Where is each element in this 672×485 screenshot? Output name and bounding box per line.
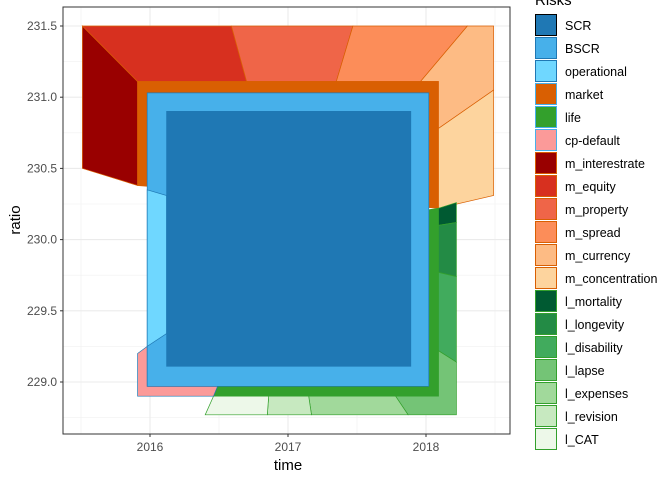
legend-label: SCR — [565, 19, 591, 33]
polygon-SCR — [166, 111, 412, 367]
legend-item-m_interestrate: m_interestrate — [535, 152, 645, 174]
legend-label: l_CAT — [565, 433, 599, 447]
legend-item-m_concentration: m_concentration — [535, 267, 657, 289]
legend: Risks SCR BSCR operational market life cp-def… — [535, 0, 657, 450]
y-tick-label: 230.0 — [27, 233, 57, 247]
legend-item-l_CAT: l_CAT — [535, 428, 599, 450]
legend-key — [535, 14, 557, 36]
x-axis: 2016 2017 2018 — [137, 434, 440, 454]
legend-key — [535, 106, 557, 128]
panel-border — [62, 6, 511, 435]
legend-item-life: life — [535, 106, 581, 128]
legend-key — [535, 60, 557, 82]
legend-item-m_equity: m_equity — [535, 175, 616, 197]
legend-label: BSCR — [565, 42, 600, 56]
legend-key — [535, 382, 557, 404]
legend-label: l_mortality — [565, 295, 623, 309]
legend-key — [535, 267, 557, 289]
legend-item-l_disability: l_disability — [535, 336, 623, 358]
legend-label: m_property — [565, 203, 629, 217]
legend-label: l_expenses — [565, 387, 628, 401]
polygons — [81, 25, 494, 416]
legend-item-market: market — [535, 83, 604, 105]
polygon-l_disability — [438, 271, 457, 363]
legend-key — [535, 83, 557, 105]
legend-key — [535, 175, 557, 197]
legend-key — [535, 405, 557, 427]
y-tick-label: 230.5 — [27, 161, 57, 175]
legend-key — [535, 428, 557, 450]
legend-label: l_lapse — [565, 364, 605, 378]
legend-key — [535, 336, 557, 358]
legend-label: m_interestrate — [565, 157, 645, 171]
y-tick-label: 231.5 — [27, 19, 57, 33]
polygon-l_CAT — [204, 395, 270, 416]
legend-item-m_currency: m_currency — [535, 244, 631, 266]
polygon-l_revision — [266, 395, 312, 416]
polygon-l_longevity — [438, 222, 457, 278]
legend-item-cp-default: cp-default — [535, 129, 620, 151]
polygon-l_expenses — [308, 395, 409, 416]
legend-key — [535, 129, 557, 151]
legend-label: life — [565, 111, 581, 125]
legend-item-SCR: SCR — [535, 14, 591, 36]
legend-key — [535, 244, 557, 266]
legend-item-l_longevity: l_longevity — [535, 313, 625, 335]
polygon-m_property — [230, 25, 354, 82]
legend-label: l_revision — [565, 410, 618, 424]
y-axis: 229.0 229.5 230.0 230.5 231.0 231.5 — [27, 19, 63, 389]
y-tick-label: 229.0 — [27, 375, 57, 389]
legend-label: m_concentration — [565, 272, 657, 286]
legend-label: m_currency — [565, 249, 631, 263]
legend-item-BSCR: BSCR — [535, 37, 600, 59]
polygon-operational — [146, 189, 167, 348]
y-axis-title: ratio — [7, 205, 24, 234]
x-tick-label: 2017 — [275, 440, 302, 454]
legend-key — [535, 359, 557, 381]
legend-key — [535, 37, 557, 59]
legend-item-m_spread: m_spread — [535, 221, 621, 243]
legend-item-m_property: m_property — [535, 198, 629, 220]
legend-item-operational: operational — [535, 60, 627, 82]
legend-item-l_expenses: l_expenses — [535, 382, 628, 404]
legend-title: Risks — [535, 0, 572, 9]
legend-label: cp-default — [565, 134, 620, 148]
legend-label: m_equity — [565, 180, 616, 194]
legend-key — [535, 221, 557, 243]
x-tick-label: 2016 — [137, 440, 164, 454]
legend-label: m_spread — [565, 226, 621, 240]
legend-label: market — [565, 88, 604, 102]
legend-key — [535, 290, 557, 312]
legend-key — [535, 313, 557, 335]
legend-item-l_revision: l_revision — [535, 405, 618, 427]
legend-label: l_disability — [565, 341, 623, 355]
x-tick-label: 2018 — [413, 440, 440, 454]
y-tick-label: 229.5 — [27, 304, 57, 318]
legend-item-l_lapse: l_lapse — [535, 359, 605, 381]
legend-item-l_mortality: l_mortality — [535, 290, 623, 312]
legend-key — [535, 152, 557, 174]
legend-label: l_longevity — [565, 318, 625, 332]
legend-key — [535, 198, 557, 220]
legend-label: operational — [565, 65, 627, 79]
y-tick-label: 231.0 — [27, 90, 57, 104]
x-axis-title: time — [274, 457, 302, 474]
